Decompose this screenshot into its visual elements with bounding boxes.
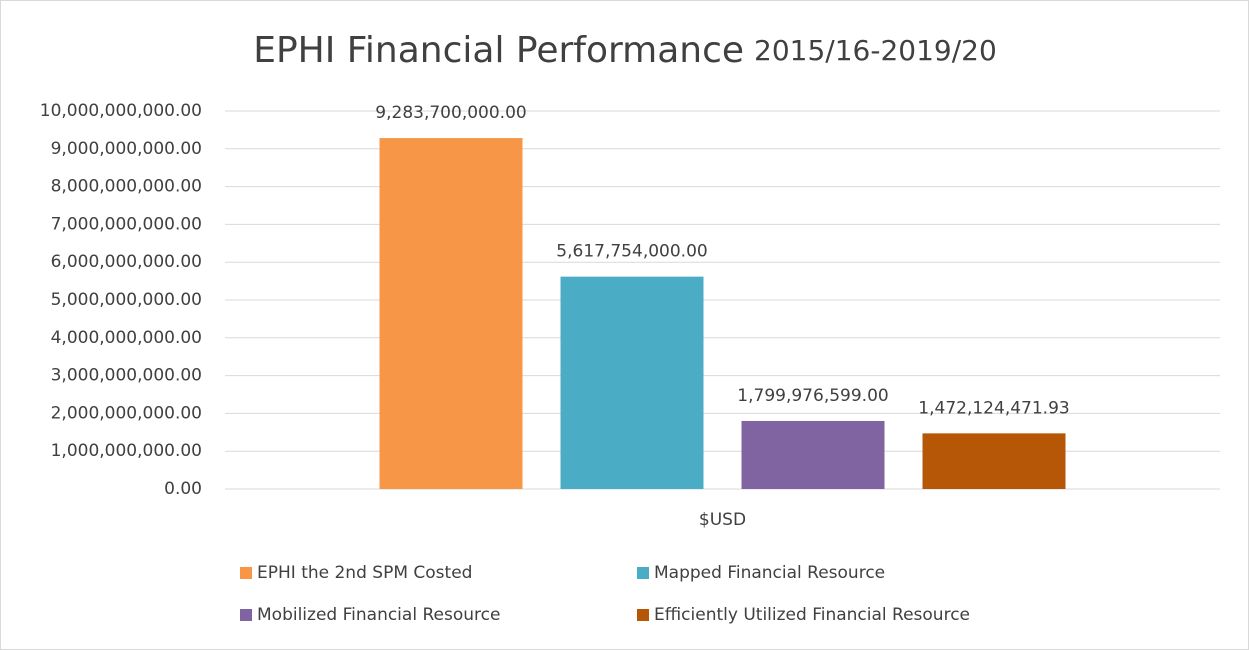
legend-label: Mobilized Financial Resource — [257, 605, 500, 625]
chart-subtitle: 2015/16-2019/20 — [754, 34, 997, 67]
legend-swatch — [240, 567, 252, 579]
data-label: 1,799,976,599.00 — [737, 386, 888, 406]
data-label: 5,617,754,000.00 — [556, 242, 707, 262]
legend-swatch — [637, 609, 649, 621]
y-tick-label: 2,000,000,000.00 — [51, 403, 202, 423]
legend-label: EPHI the 2nd SPM Costed — [257, 563, 472, 583]
y-tick-label: 3,000,000,000.00 — [51, 366, 202, 386]
bar — [379, 138, 523, 489]
data-label: 1,472,124,471.93 — [918, 398, 1069, 418]
legend-swatch — [637, 567, 649, 579]
bar — [560, 276, 704, 489]
legend-label: Efficiently Utilized Financial Resource — [654, 605, 970, 625]
chart-title-group: EPHI Financial Performance 2015/16-2019/2… — [253, 30, 997, 71]
y-tick-label: 7,000,000,000.00 — [51, 214, 202, 234]
y-tick-label: 8,000,000,000.00 — [51, 177, 202, 197]
bar — [922, 433, 1066, 489]
x-tick-label: $USD — [699, 510, 746, 530]
y-tick-label: 5,000,000,000.00 — [51, 290, 202, 310]
y-tick-label: 10,000,000,000.00 — [40, 101, 202, 121]
bar — [741, 420, 885, 489]
data-label: 9,283,700,000.00 — [375, 103, 526, 123]
legend-swatch — [240, 609, 252, 621]
y-tick-label: 0.00 — [164, 479, 202, 499]
y-tick-label: 6,000,000,000.00 — [51, 252, 202, 272]
y-tick-label: 1,000,000,000.00 — [51, 441, 202, 461]
y-tick-label: 9,000,000,000.00 — [51, 139, 202, 159]
legend-label: Mapped Financial Resource — [654, 563, 885, 583]
y-tick-label: 4,000,000,000.00 — [51, 328, 202, 348]
chart-title: EPHI Financial Performance — [253, 30, 744, 71]
